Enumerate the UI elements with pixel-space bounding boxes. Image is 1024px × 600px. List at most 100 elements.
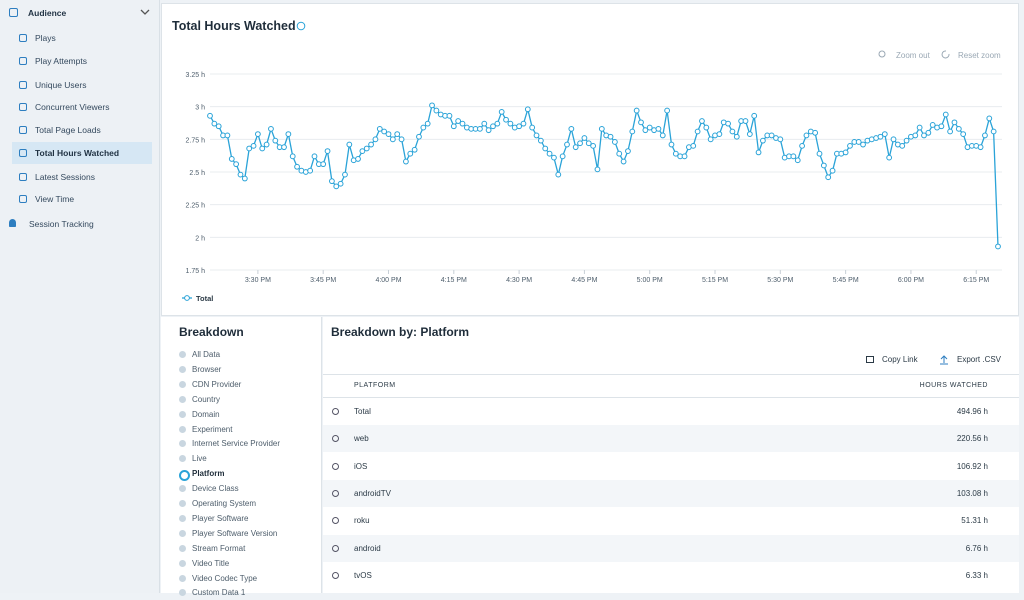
data-point (929, 122, 936, 128)
data-point (947, 128, 954, 135)
data-point (516, 123, 523, 130)
nav-item[interactable]: Plays (12, 27, 152, 49)
table-row[interactable]: androidTV 103.08 h (323, 479, 1019, 507)
copy-link[interactable]: Copy Link (882, 355, 918, 364)
data-point (703, 124, 710, 131)
data-point (241, 175, 248, 182)
data-point (668, 141, 675, 148)
nav-item[interactable]: Session Tracking (29, 219, 94, 229)
dimension-item[interactable]: Internet Service Provider (178, 437, 280, 451)
data-point (681, 153, 688, 160)
export-csv[interactable]: Export .CSV (957, 355, 1002, 364)
data-point (938, 123, 945, 130)
data-point (729, 128, 736, 135)
data-point (629, 128, 636, 135)
data-point (751, 112, 758, 119)
dimension-item[interactable]: Player Software Version (178, 527, 277, 541)
column-header[interactable]: PLATFORM (354, 382, 396, 389)
nav-item[interactable]: Latest Sessions (12, 166, 152, 188)
data-point (725, 120, 731, 127)
row-radio[interactable] (332, 435, 339, 443)
data-point (524, 106, 531, 113)
data-point (590, 142, 597, 149)
data-point (820, 162, 827, 169)
nav-item[interactable]: Play Attempts (12, 50, 152, 72)
data-point (942, 111, 949, 118)
data-point (363, 145, 370, 152)
row-radio[interactable] (332, 408, 339, 415)
table-row[interactable]: roku 51.31 h (323, 507, 1019, 534)
dimension-item[interactable]: Browser (178, 363, 221, 377)
table-row[interactable]: iOS 106.92 h (323, 453, 1019, 480)
dimension-item[interactable]: Player Software (178, 512, 248, 526)
dimension-item[interactable]: Platform (178, 467, 224, 482)
dimension-item[interactable]: Domain (179, 408, 220, 422)
table-row[interactable]: tvOS 6.33 h (323, 562, 1019, 589)
nav-label: Total Hours Watched (35, 148, 120, 158)
dimension-item[interactable]: Stream Format (178, 542, 245, 556)
dimension-item[interactable]: Live (179, 452, 207, 466)
data-point (803, 132, 810, 139)
table-row[interactable]: web 220.56 h (323, 425, 1019, 453)
data-point (564, 141, 570, 148)
hours-value: 220.56 h (956, 434, 988, 444)
table-row[interactable]: Total 494.96 h (323, 398, 1019, 425)
data-point (581, 135, 588, 141)
data-point (955, 125, 962, 132)
dimension-item[interactable]: CDN Provider (178, 378, 241, 392)
data-point (329, 178, 335, 185)
data-point (459, 120, 466, 127)
data-point (659, 132, 666, 139)
data-point (503, 116, 509, 123)
data-point (768, 132, 775, 139)
data-point (520, 120, 527, 127)
row-radio[interactable] (332, 489, 339, 497)
data-point (429, 102, 435, 109)
data-point (877, 133, 884, 140)
data-point (990, 128, 997, 135)
hours-value: 51.31 h (961, 516, 988, 526)
nav-item[interactable]: Total Hours Watched (12, 142, 152, 164)
data-point (551, 154, 557, 161)
dimension-item[interactable]: Video Codec Type (178, 572, 257, 586)
nav-item[interactable]: Unique Users (12, 74, 152, 96)
dimension-item[interactable]: Country (178, 393, 220, 407)
data-point (450, 123, 457, 130)
data-point (855, 139, 862, 145)
data-point (381, 128, 388, 135)
row-radio[interactable] (332, 462, 339, 470)
table-row[interactable]: android 6.76 h (323, 534, 1019, 562)
breakdown-panel: Breakdown All Data Browser CDN Provider Cou… (161, 317, 322, 597)
data-point (577, 140, 583, 147)
nav-item[interactable]: View Time (12, 188, 152, 210)
data-point (890, 136, 897, 143)
dimension-item[interactable]: Experiment (178, 423, 232, 437)
data-point (359, 148, 366, 154)
dimension-item[interactable]: Device Class (179, 482, 239, 496)
chevron[interactable] (140, 8, 150, 16)
data-point (572, 144, 579, 151)
data-point (537, 137, 544, 144)
data-point (455, 118, 462, 124)
dimension-item[interactable]: All Data (178, 348, 220, 362)
info-icon[interactable] (296, 21, 306, 31)
data-point (760, 137, 766, 144)
data-point (611, 139, 618, 145)
nav-item[interactable]: Total Page Loads (12, 119, 152, 141)
reset-zoom[interactable]: Reset zoom (958, 51, 1001, 60)
group-title[interactable]: Audience (28, 8, 67, 18)
x-tick-label: 3:45 PM (310, 277, 336, 284)
platform-name: tvOS (354, 570, 372, 580)
zoom-out[interactable]: Zoom out (896, 51, 931, 60)
dimension-item[interactable]: Video Title (178, 557, 229, 571)
row-radio[interactable] (332, 517, 339, 525)
column-header[interactable]: HOURS WATCHED (919, 382, 988, 389)
data-point (733, 133, 740, 140)
dimension-item[interactable]: Custom Data 1 (178, 586, 245, 600)
row-radio[interactable] (332, 544, 339, 552)
data-point (376, 125, 383, 132)
nav-item[interactable]: Concurrent Viewers (12, 96, 152, 118)
dimension-item[interactable]: Operating System (178, 497, 256, 511)
row-radio[interactable] (332, 571, 339, 579)
